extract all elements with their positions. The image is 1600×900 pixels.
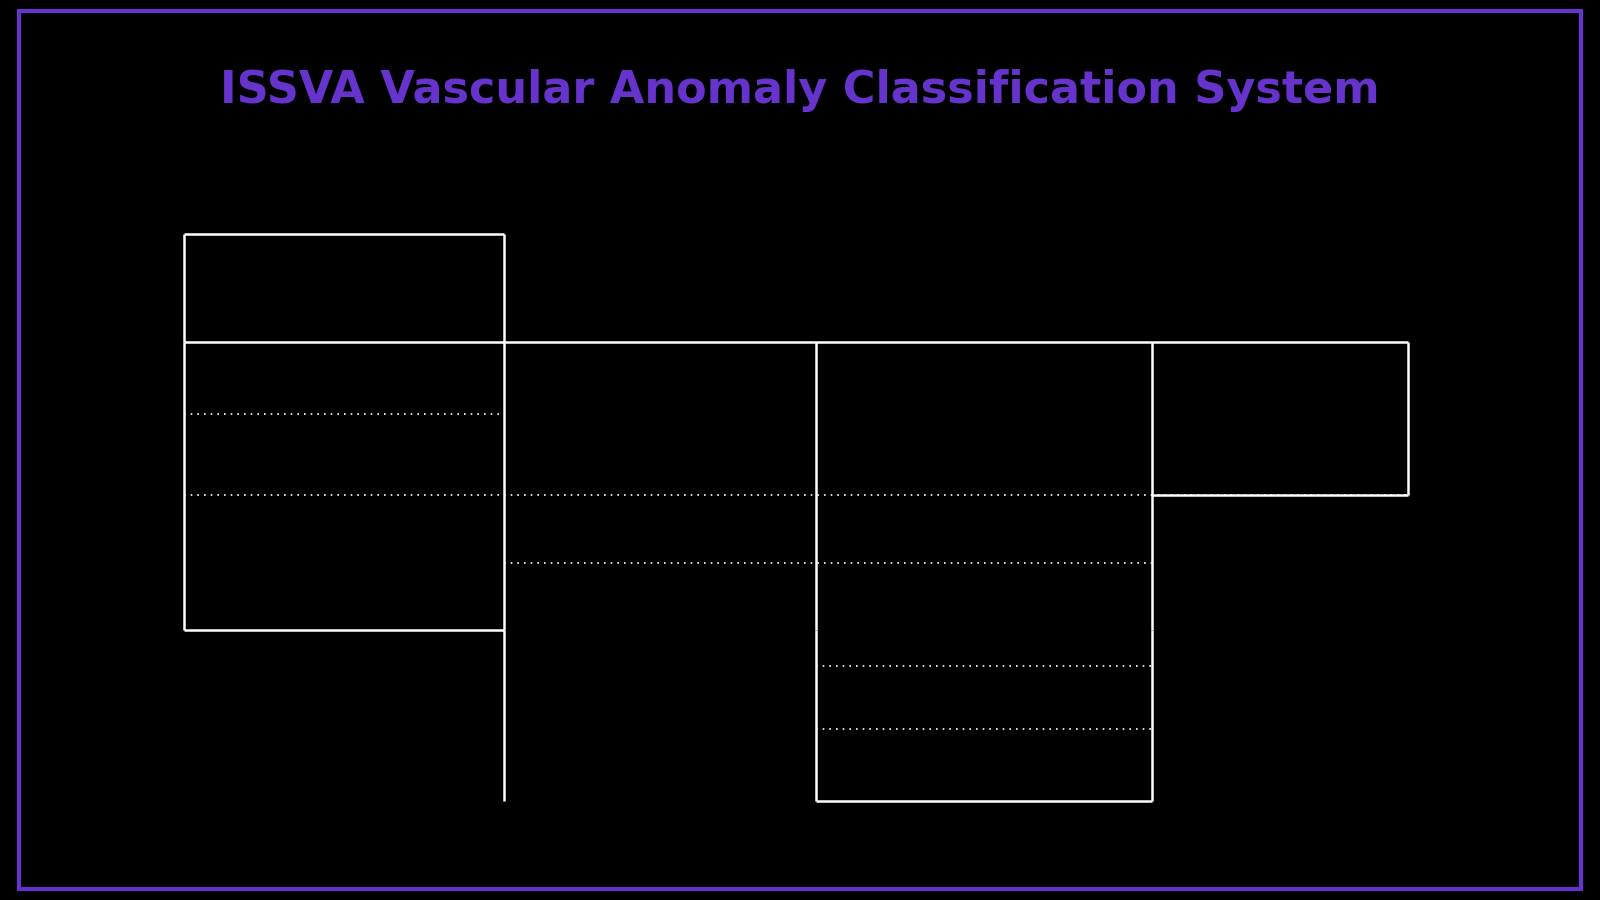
- Text: 🧐: 🧐: [541, 167, 563, 202]
- Text: ISSVA Vascular Anomaly Classification System: ISSVA Vascular Anomaly Classification Sy…: [221, 68, 1379, 112]
